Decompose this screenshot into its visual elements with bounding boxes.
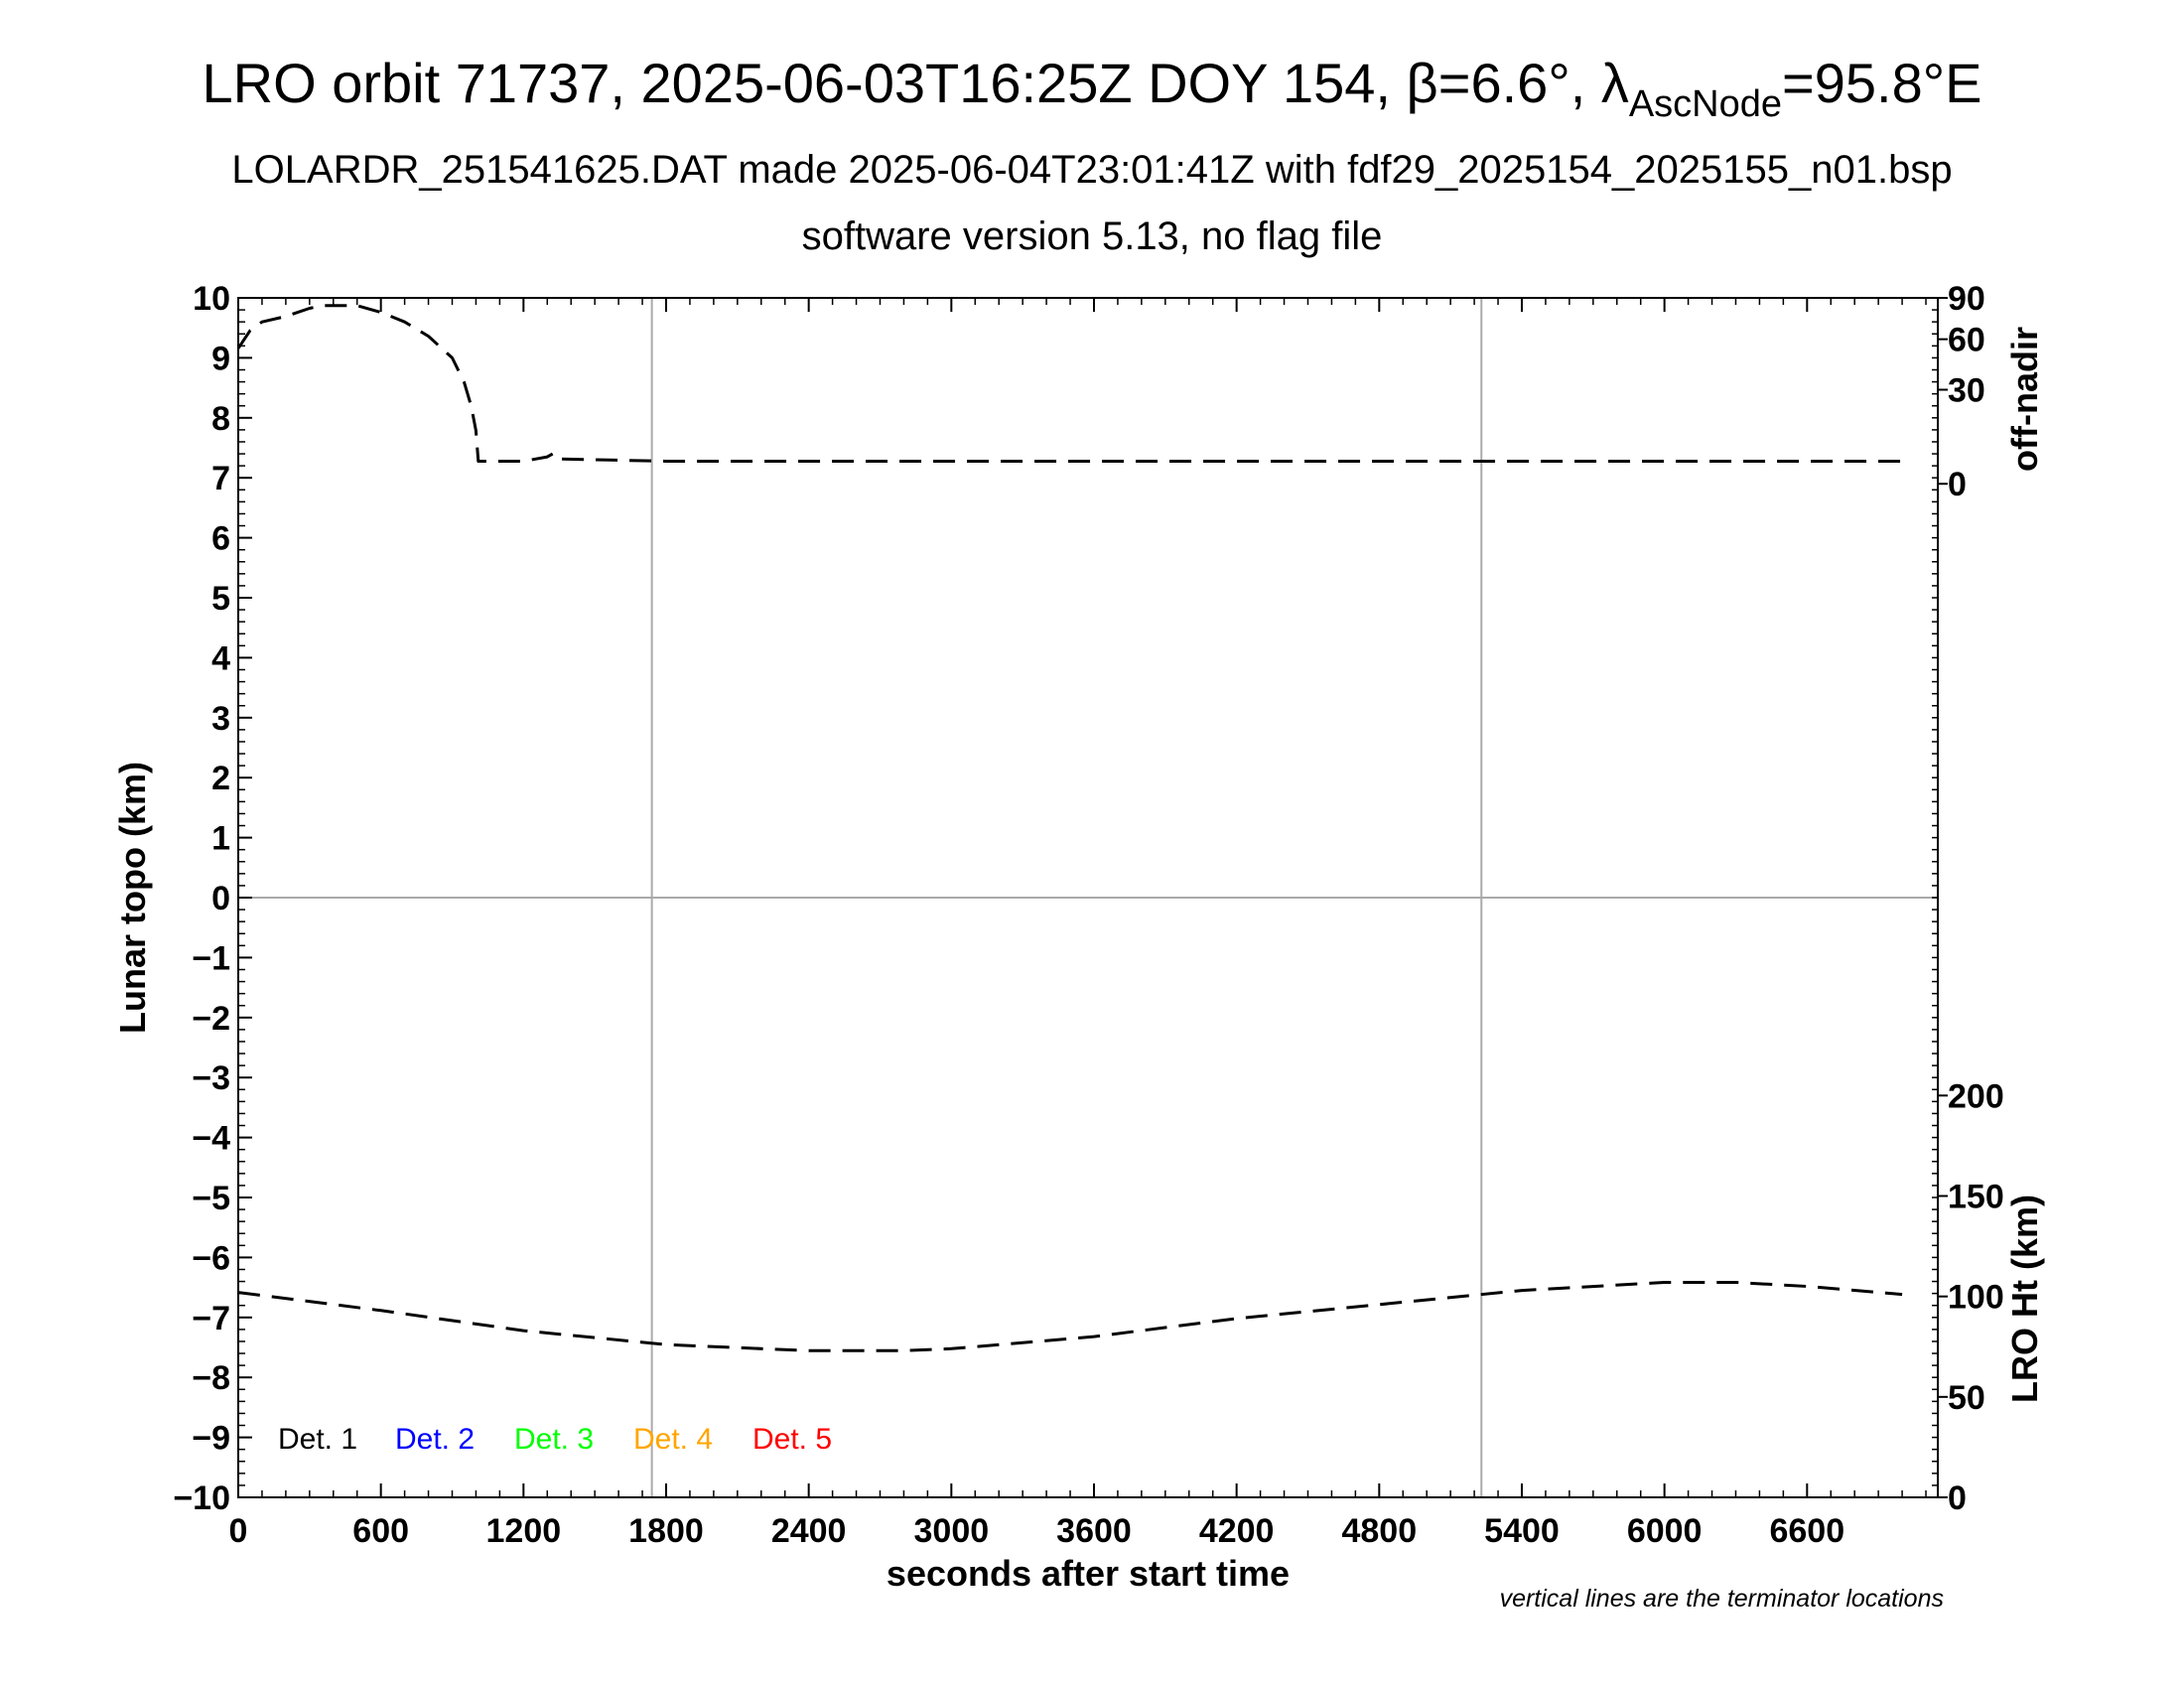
y-tick-label: 4: [211, 639, 230, 677]
y-tick-label: 3: [211, 700, 230, 738]
y-tick-label: −2: [192, 1000, 230, 1038]
legend-det-1: Det. 1: [278, 1423, 357, 1456]
y-tick-label: −9: [192, 1420, 230, 1458]
x-tick-label: 3000: [914, 1512, 990, 1550]
chart-title-suffix: =95.8°E: [1782, 52, 1982, 114]
label-layer: 0 600 1200 1800 2400 3000 3600 4200 4800 5400 6000…: [173, 280, 2003, 1550]
terminator-note: vertical lines are the terminator locati…: [1500, 1585, 1944, 1613]
x-tick-label: 3600: [1056, 1512, 1132, 1550]
off-nadir-tick-label: 30: [1948, 371, 1985, 409]
tick-layer: [237, 297, 1948, 1498]
y-tick-label: 10: [193, 280, 230, 318]
off-nadir-tick-label: 90: [1948, 280, 1985, 318]
off-nadir-axis-title: off-nadir: [2004, 327, 2045, 472]
x-tick-label: 4200: [1199, 1512, 1275, 1550]
x-tick-label: 6000: [1627, 1512, 1703, 1550]
chart-title: LRO orbit 71737, 2025-06-03T16:25Z DOY 1…: [0, 52, 2184, 123]
chart-title-text: LRO orbit 71737, 2025-06-03T16:25Z DOY 1…: [202, 52, 1629, 114]
legend-det-2: Det. 2: [395, 1423, 475, 1456]
y-tick-label: 9: [211, 340, 230, 377]
y-tick-label: −7: [192, 1300, 230, 1337]
legend-det-3: Det. 3: [514, 1423, 594, 1456]
y-tick-label: −3: [192, 1059, 230, 1097]
y-tick-label: −1: [192, 939, 230, 977]
x-tick-label: 5400: [1484, 1512, 1560, 1550]
off-nadir-series-line: [236, 304, 1903, 463]
legend-det-5: Det. 5: [752, 1423, 832, 1456]
x-tick-label: 4800: [1341, 1512, 1417, 1550]
lro-ht-tick-label: 150: [1948, 1178, 2004, 1215]
x-axis-title: seconds after start time: [887, 1553, 1290, 1594]
chart-title-subscript: AscNode: [1628, 83, 1783, 125]
y-tick-label: −10: [173, 1479, 230, 1517]
chart-subtitle-file: LOLARDR_251541625.DAT made 2025-06-04T23…: [231, 148, 1953, 192]
lro-ht-series-line: [237, 1281, 1903, 1352]
x-tick-label: 600: [352, 1512, 409, 1550]
lro-ht-axis-title: LRO Ht (km): [2004, 1195, 2045, 1403]
legend-det-4: Det. 4: [633, 1423, 713, 1456]
lro-ht-tick-label: 50: [1948, 1379, 1985, 1417]
x-tick-label: 1800: [628, 1512, 704, 1550]
x-tick-label: 2400: [771, 1512, 847, 1550]
x-tick-label: 1200: [486, 1512, 562, 1550]
series-layer: [236, 304, 1903, 1352]
y-tick-label: 2: [211, 760, 230, 797]
grid-layer: [238, 298, 1938, 1497]
y-tick-label: 8: [211, 400, 230, 438]
y-tick-label: −4: [192, 1120, 230, 1158]
y-tick-label: 1: [211, 820, 230, 858]
off-nadir-tick-label: 60: [1948, 322, 1985, 359]
off-nadir-tick-label: 0: [1948, 466, 1967, 503]
lro-ht-tick-label: 100: [1948, 1279, 2004, 1317]
x-tick-label: 6600: [1769, 1512, 1844, 1550]
y-tick-label: −5: [192, 1180, 230, 1217]
x-tick-label: 0: [229, 1512, 248, 1550]
y-tick-label: −8: [192, 1359, 230, 1397]
y-tick-label: 6: [211, 520, 230, 558]
y-tick-label: −6: [192, 1239, 230, 1277]
y-tick-label: 7: [211, 460, 230, 497]
lro-ht-tick-label: 0: [1948, 1479, 1967, 1517]
lro-ht-tick-label: 200: [1948, 1077, 2004, 1115]
chart-subtitle-software: software version 5.13, no flag file: [801, 214, 1383, 258]
y-axis-title: Lunar topo (km): [112, 762, 153, 1034]
y-tick-label: 0: [211, 880, 230, 917]
y-tick-label: 5: [211, 580, 230, 618]
